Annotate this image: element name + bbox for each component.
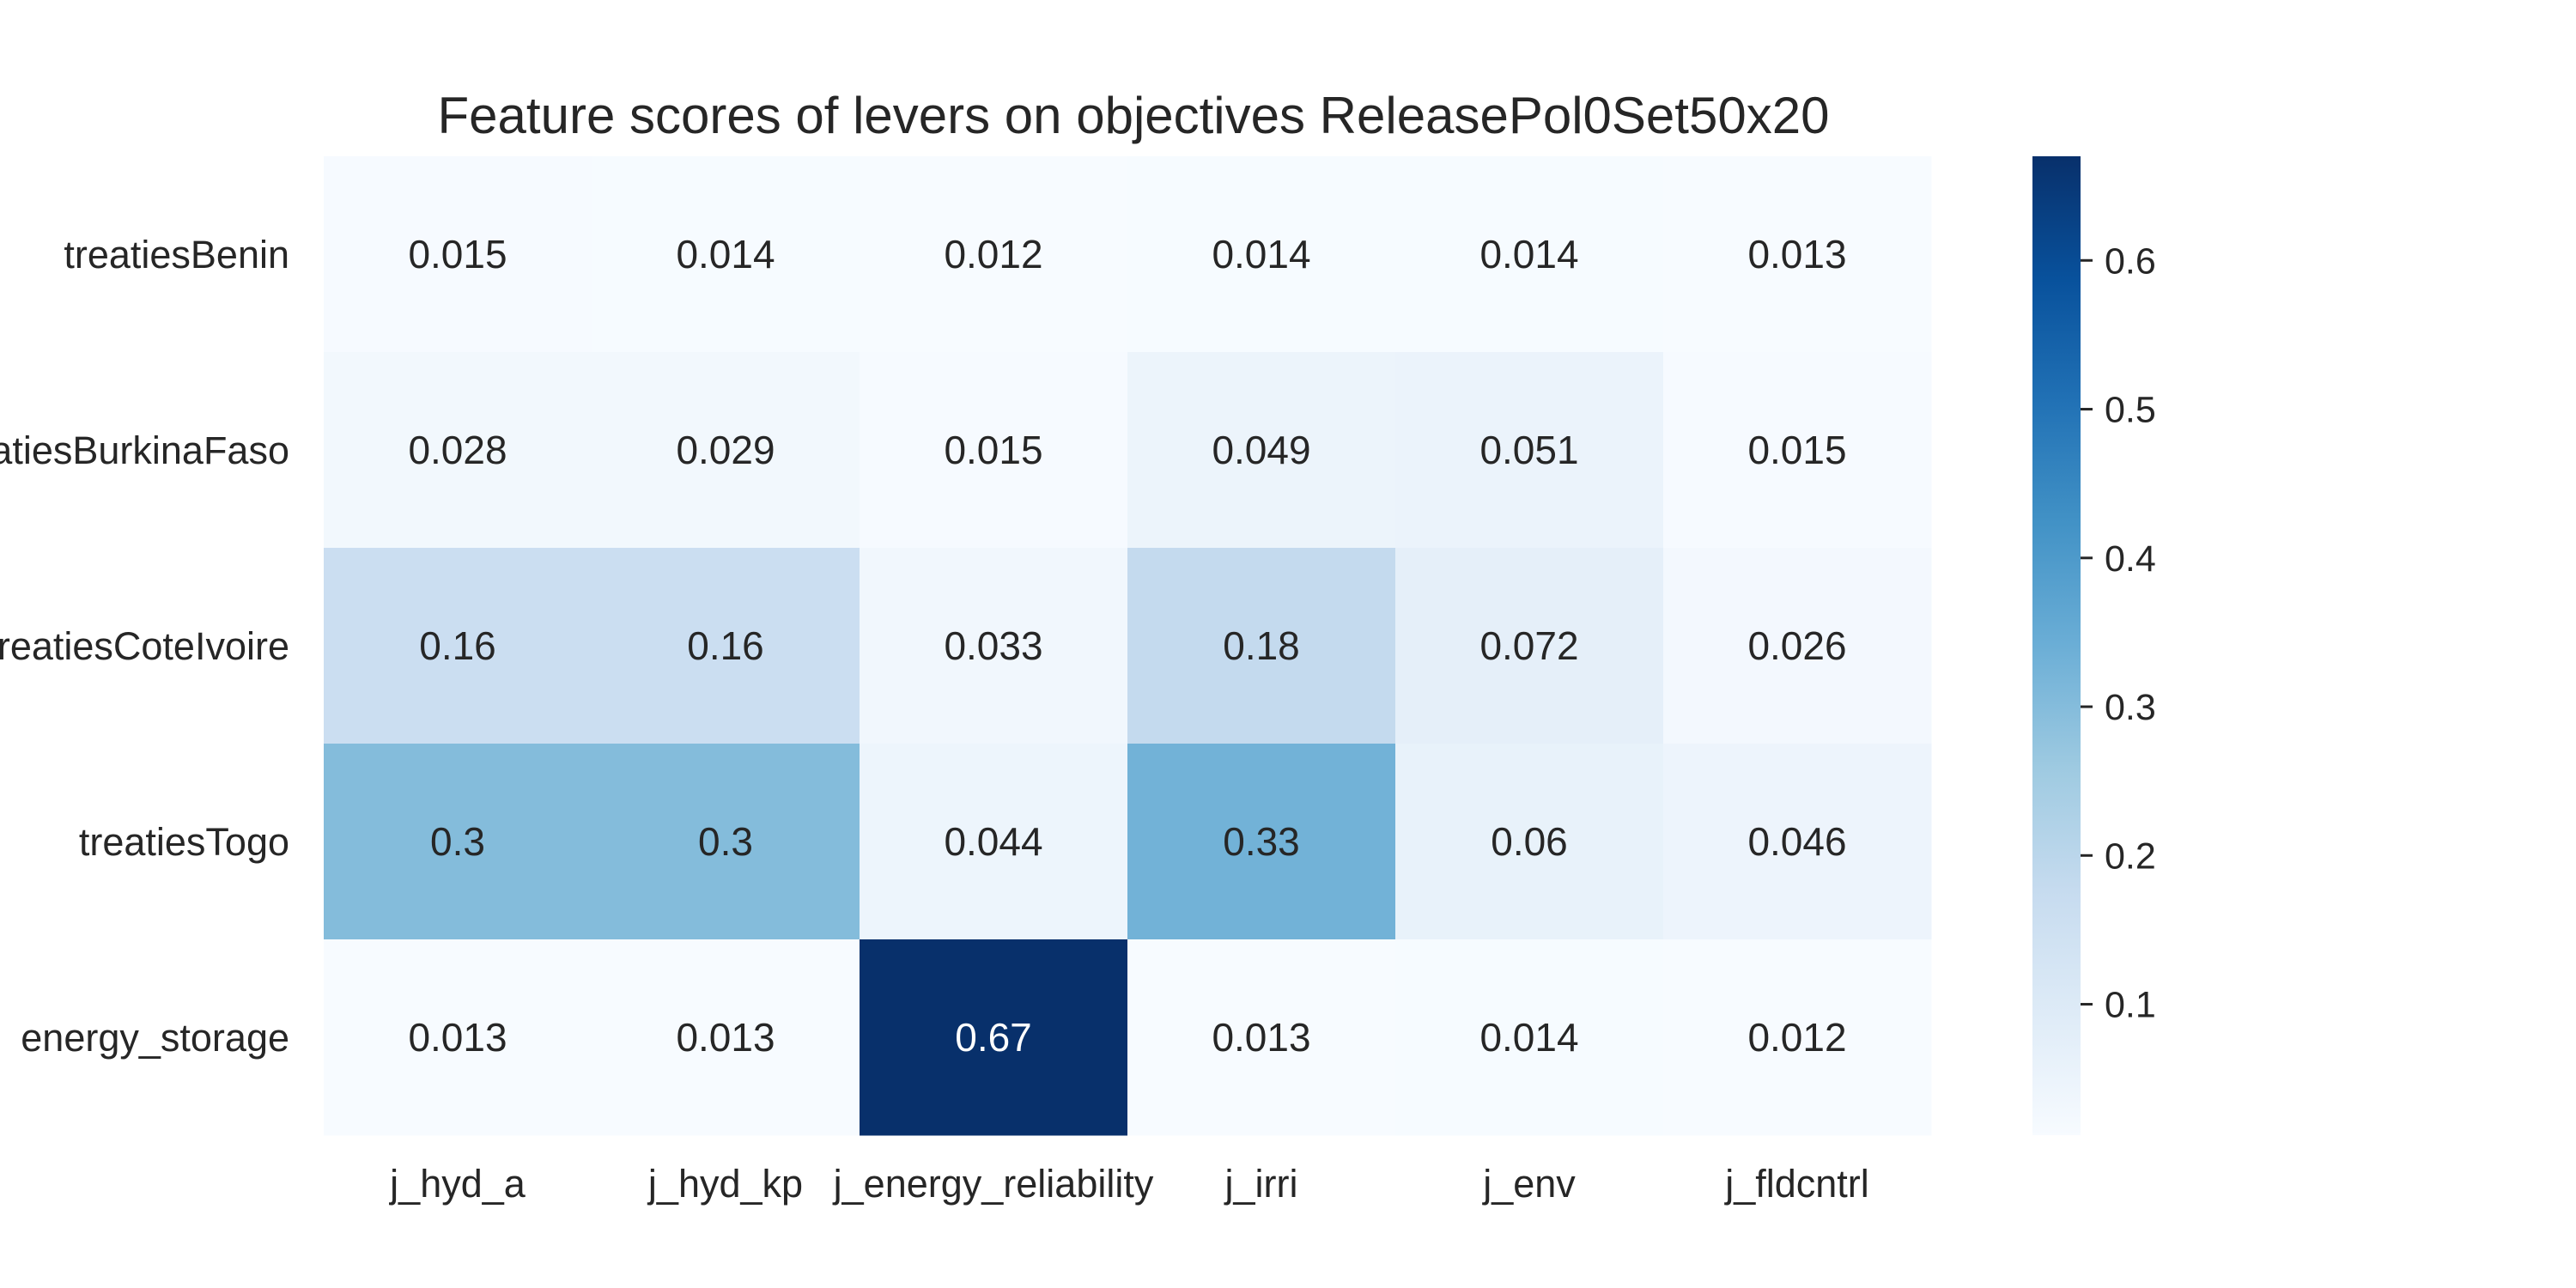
chart-title: Feature scores of levers on objectives R… [438,87,1830,144]
x-tick-label: j_energy_reliability [832,1162,1154,1206]
cell-value-label: 0.012 [1747,1015,1846,1060]
cell-value-label: 0.013 [1212,1015,1310,1060]
heatmap-cell [1127,352,1396,549]
heatmap-cell [1663,939,1932,1136]
x-tick-label: j_hyd_a [388,1162,526,1206]
heatmap-cell [1395,156,1664,353]
y-tick-label: energy_storage [21,1016,289,1060]
heatmap-cell [592,352,860,549]
heatmap-cell [860,548,1128,744]
heatmap-cell [1663,548,1932,744]
cell-value-label: 0.044 [944,819,1042,864]
heatmap-cell [1663,744,1932,940]
x-tick-label: j_fldcntrl [1723,1162,1869,1206]
heatmap-cell [1127,939,1396,1136]
colorbar-tick-label: 0.6 [2105,240,2156,282]
heatmap-cell [1127,744,1396,940]
cell-value-label: 0.3 [430,819,485,864]
cell-value-label: 0.033 [944,623,1042,668]
cell-value-label: 0.014 [1479,1015,1578,1060]
x-tick-label: j_irri [1224,1162,1298,1206]
heatmap-cell [324,744,592,940]
heatmap-cell [592,548,860,744]
heatmap-cell [1395,744,1664,940]
cell-value-label: 0.014 [676,232,775,276]
cell-value-label: 0.049 [1212,428,1310,472]
heatmap-cell [1395,548,1664,744]
heatmap-cell [592,156,860,353]
cell-value-label: 0.015 [408,232,507,276]
heatmap-cell [592,939,860,1136]
colorbar-tick-label: 0.2 [2105,835,2156,877]
heatmap-cell [1395,939,1664,1136]
cell-value-label: 0.67 [955,1015,1032,1060]
y-tick-label: treatiesBenin [64,233,289,276]
colorbar [2032,156,2081,1135]
x-tick-label: j_env [1481,1162,1576,1206]
cell-value-label: 0.015 [1747,428,1846,472]
cell-value-label: 0.028 [408,428,507,472]
cell-value-label: 0.014 [1212,232,1310,276]
heatmap-cell [1663,352,1932,549]
cell-value-label: 0.013 [1747,232,1846,276]
cell-value-label: 0.029 [676,428,775,472]
heatmap-cell [1395,352,1664,549]
cell-value-label: 0.026 [1747,623,1846,668]
x-axis-ticks: j_hyd_a j_hyd_kp j_energy_reliability j_irr… [388,1162,1869,1206]
x-tick-label: j_hyd_kp [647,1162,803,1206]
colorbar-tick-label: 0.3 [2105,687,2156,728]
heatmap-cell [860,744,1128,940]
y-tick-label: treatiesCoteIvoire [0,624,289,668]
cell-value-label: 0.014 [1479,232,1578,276]
cell-value-label: 0.051 [1479,428,1578,472]
colorbar-ticks: 0.1 0.2 0.3 0.4 0.5 0.6 [2081,240,2156,1026]
cell-value-label: 0.015 [944,428,1042,472]
cell-value-label: 0.06 [1491,819,1568,864]
cell-value-label: 0.16 [687,623,764,668]
cell-value-label: 0.046 [1747,819,1846,864]
heatmap-cell [860,352,1128,549]
colorbar-tick-label: 0.5 [2105,390,2156,431]
cell-value-label: 0.16 [419,623,496,668]
heatmap-cell [860,939,1128,1136]
heatmap-cell [324,352,592,549]
colorbar-tick-label: 0.1 [2105,985,2156,1026]
heatmap-cell [324,548,592,744]
heatmap-cell [1127,156,1396,353]
heatmap-cell-labels: 0.015 0.014 0.012 0.014 0.014 0.013 0.028 0.029… [408,232,1846,1060]
y-tick-label: treatiesTogo [79,820,289,864]
cell-value-label: 0.072 [1479,623,1578,668]
heatmap-cells [324,156,1932,1136]
y-axis-ticks: treatiesBenin treatiesBurkinaFaso treaties… [0,233,289,1060]
heatmap-cell [860,156,1128,353]
y-tick-label: treatiesBurkinaFaso [0,428,289,472]
heatmap-cell [1127,548,1396,744]
heatmap-cell [1663,156,1932,353]
heatmap-cell [592,744,860,940]
colorbar-tick-label: 0.4 [2105,538,2156,580]
cell-value-label: 0.3 [698,819,753,864]
cell-value-label: 0.013 [408,1015,507,1060]
cell-value-label: 0.012 [944,232,1042,276]
cell-value-label: 0.013 [676,1015,775,1060]
heatmap-cell [324,156,592,353]
cell-value-label: 0.33 [1223,819,1300,864]
heatmap-cell [324,939,592,1136]
cell-value-label: 0.18 [1223,623,1300,668]
